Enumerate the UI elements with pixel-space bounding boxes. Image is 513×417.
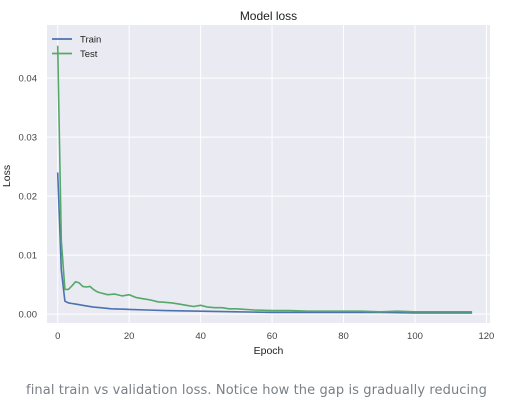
- x-tick-label: 0: [55, 331, 60, 342]
- x-tick-label: 40: [195, 331, 206, 342]
- x-tick-label: 80: [338, 331, 349, 342]
- y-tick-label: 0.02: [19, 192, 38, 203]
- series-layer: [56, 45, 473, 314]
- figure-caption: final train vs validation loss. Notice h…: [26, 383, 487, 398]
- plot-background: [47, 25, 490, 323]
- y-tick-label: 0.01: [19, 251, 38, 262]
- legend: Train Test: [52, 35, 101, 60]
- x-tick-label: 60: [267, 331, 278, 342]
- x-tick-label: 120: [478, 331, 494, 342]
- y-tick-labels: 0.00 0.01 0.02 0.03 0.04: [19, 74, 38, 321]
- x-tick-label: 20: [124, 331, 135, 342]
- y-tick-label: 0.00: [19, 310, 38, 321]
- series-line-test: [56, 45, 473, 313]
- x-tick-label: 100: [407, 331, 423, 342]
- legend-label-test: Test: [80, 49, 98, 60]
- series-line-train: [56, 172, 473, 314]
- loss-chart: 0 20 40 60 80 100 120 0.00 0.01 0.02 0.03 0.04 Mod…: [1, 9, 494, 357]
- chart-title: Model loss: [240, 9, 297, 23]
- y-tick-label: 0.03: [19, 133, 38, 144]
- y-axis-label: Loss: [1, 165, 13, 187]
- x-axis-label: Epoch: [254, 345, 284, 357]
- grid-lines: [47, 25, 490, 323]
- x-tick-labels: 0 20 40 60 80 100 120: [55, 331, 494, 342]
- y-tick-label: 0.04: [19, 74, 38, 85]
- legend-label-train: Train: [80, 35, 101, 46]
